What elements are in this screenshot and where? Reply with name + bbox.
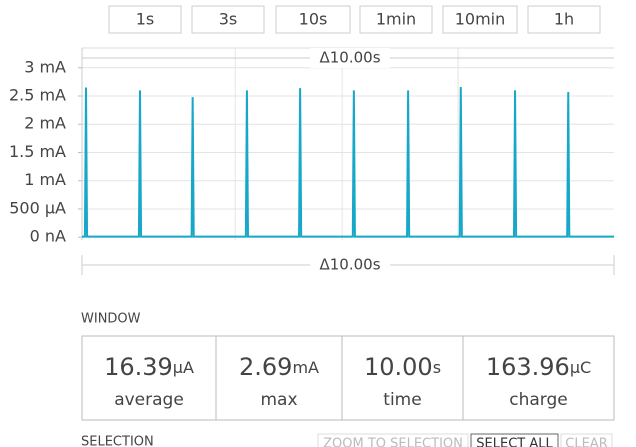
window-delta: Δ10.00s <box>319 49 380 67</box>
zoom-button-label: 3s <box>219 10 238 29</box>
stat-label: time <box>383 390 421 410</box>
label-bg <box>310 48 390 68</box>
stat-value: 10.00s <box>364 353 441 381</box>
selection-button[interactable] <box>470 433 559 447</box>
stat-number: 10.00 <box>364 353 433 381</box>
stat-unit: mA <box>292 358 319 377</box>
stat-label: average <box>114 390 184 410</box>
selection-button-label: CLEAR <box>565 437 607 447</box>
window-title: WINDOW <box>81 312 141 327</box>
selection-button[interactable] <box>317 433 469 447</box>
y-tick-label: 0 nA <box>30 227 66 246</box>
stat-unit: s <box>433 358 441 377</box>
zoom-button-label: 1s <box>136 10 155 29</box>
stat-value: 2.69mA <box>239 353 319 381</box>
selection-button[interactable] <box>560 433 613 447</box>
stat-label: charge <box>509 390 567 410</box>
y-tick-label: 1 mA <box>24 170 66 189</box>
zoom-button[interactable] <box>442 5 518 34</box>
zoom-button[interactable] <box>275 5 351 34</box>
stat-number: 2.69 <box>239 353 292 381</box>
y-tick-label: 3 mA <box>24 57 66 76</box>
zoom-button-label: 10min <box>455 10 506 29</box>
stat-box <box>81 335 217 421</box>
selection-button-label: ZOOM TO SELECTION <box>323 437 463 447</box>
stat-value: 16.39μA <box>104 353 194 381</box>
selection-delta: Δ10.00s <box>319 256 380 274</box>
zoom-button-label: 10s <box>299 10 328 29</box>
stat-unit: μA <box>173 358 194 377</box>
stat-value: 163.96μC <box>486 353 591 381</box>
stat-number: 163.96 <box>486 353 570 381</box>
zoom-button[interactable] <box>527 5 601 34</box>
y-tick-label: 2.5 mA <box>9 86 66 105</box>
label-bg <box>310 255 390 275</box>
selection-button-label: SELECT ALL <box>476 437 553 447</box>
zoom-button-label: 1h <box>554 10 574 29</box>
stat-box <box>341 335 464 421</box>
zoom-button[interactable] <box>191 5 265 34</box>
y-tick-label: 2 mA <box>24 114 66 133</box>
y-tick-label: 500 µA <box>9 198 66 217</box>
stat-box <box>462 335 615 421</box>
stat-number: 16.39 <box>104 353 173 381</box>
zoom-button[interactable] <box>108 5 182 34</box>
zoom-button[interactable] <box>359 5 433 34</box>
selection-title: SELECTION <box>81 435 154 447</box>
stat-box <box>215 335 343 421</box>
zoom-button-label: 1min <box>376 10 416 29</box>
stat-unit: μC <box>570 358 591 377</box>
current-line <box>82 86 614 238</box>
stat-label: max <box>260 390 297 410</box>
y-tick-label: 1.5 mA <box>9 142 66 161</box>
